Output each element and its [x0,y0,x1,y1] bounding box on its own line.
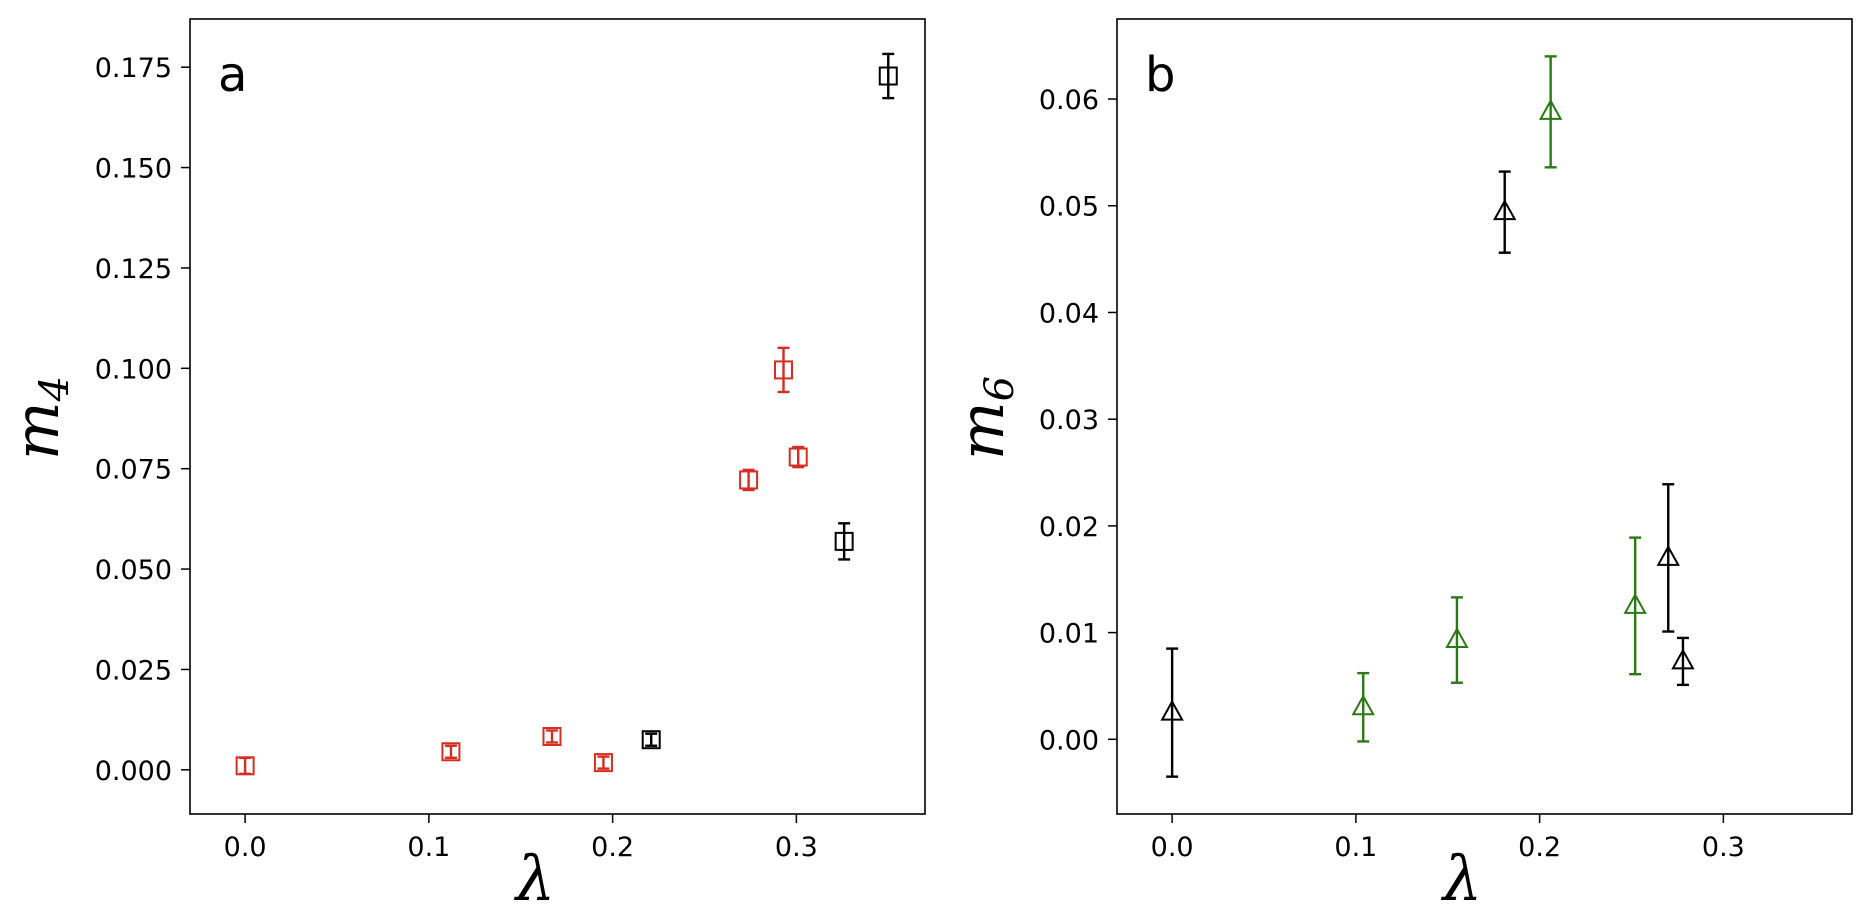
triangle-marker [1656,544,1680,566]
series-1 [641,52,898,750]
x-tick-label: 0.1 [1334,832,1377,863]
panel-b: 0.0 0.1 0.2 0.3 0.00 0.01 0.02 0.03 0.04 0.05 0.06… [945,18,1853,915]
panel-label: b [1145,47,1175,103]
data-point [878,52,898,100]
y-tick-label: 0.03 [1039,405,1099,436]
square-marker [441,742,461,762]
square-marker [834,531,854,551]
data-point [1445,596,1469,684]
triangle-marker [1623,592,1647,614]
data-point [1623,536,1647,676]
series-0 [1351,55,1647,743]
data-point [1160,647,1184,778]
y-tick-label: 0.150 [95,154,172,185]
triangle-marker [1671,648,1695,670]
data-point [641,730,661,750]
plot-frame [1116,18,1853,815]
triangle-marker [1160,699,1184,721]
y-axis-label-base: m [0,401,73,460]
y-tick-label: 0.050 [95,555,172,586]
square-marker [774,360,794,380]
y-tick-label: 0.125 [95,254,172,285]
y-tick-label: 0.06 [1039,85,1099,116]
panel-label: a [218,47,247,103]
x-tick-label: 0.1 [407,832,450,863]
triangle-marker [1445,627,1469,649]
square-marker [788,447,808,467]
y-axis-label: m6 [945,376,1023,460]
y-tick-label: 0.100 [95,354,172,385]
y-tick-label: 0.025 [95,655,172,686]
x-tick-label: 0.2 [591,832,634,863]
data-point [788,445,808,469]
y-tick-label: 0.01 [1039,619,1099,650]
data-point [1493,170,1517,254]
square-marker [235,756,255,776]
triangle-marker [1538,98,1563,120]
x-tick-label: 0.0 [1151,832,1194,863]
data-point [1351,671,1375,743]
plot-frame [189,18,926,815]
y-axis-label-subscript: 6 [977,376,1023,401]
y-tick-label: 0.175 [95,53,172,84]
x-tick-label: 0.0 [224,832,267,863]
data-point [834,522,854,561]
square-marker [878,66,898,86]
triangle-marker [1351,694,1375,716]
x-tick-label: 0.3 [775,832,818,863]
data-point [774,346,794,394]
y-tick-label: 0.075 [95,455,172,486]
data-point [1538,55,1563,169]
y-tick-label: 0.05 [1039,192,1099,223]
triangle-marker [1493,199,1517,221]
y-tick-label: 0.000 [95,756,172,787]
x-tick-label: 0.3 [1702,832,1745,863]
panel-a: 0.0 0.1 0.2 0.3 0.000 0.025 0.050 0.075 0.100 0.1… [0,18,926,915]
series-0 [235,346,808,776]
y-axis-label-base: m [945,401,1018,460]
y-tick-label: 0.00 [1039,725,1099,756]
data-point [739,468,759,492]
y-axis-label: m4 [0,376,78,460]
data-point [593,753,613,773]
x-axis-label: λ [1440,842,1482,915]
x-axis-label: λ [513,842,555,915]
data-point [235,756,255,776]
square-marker [739,470,759,490]
data-point [441,742,461,762]
y-tick-label: 0.02 [1039,512,1099,543]
data-point [1656,483,1680,633]
y-axis-label-subscript: 4 [32,376,78,402]
x-tick-label: 0.2 [1518,832,1561,863]
series-1 [1160,170,1695,778]
data-point [542,727,562,747]
data-point [1671,636,1695,687]
square-marker [542,727,562,747]
y-tick-label: 0.04 [1039,298,1099,329]
square-marker [593,753,613,773]
square-marker [641,730,661,750]
